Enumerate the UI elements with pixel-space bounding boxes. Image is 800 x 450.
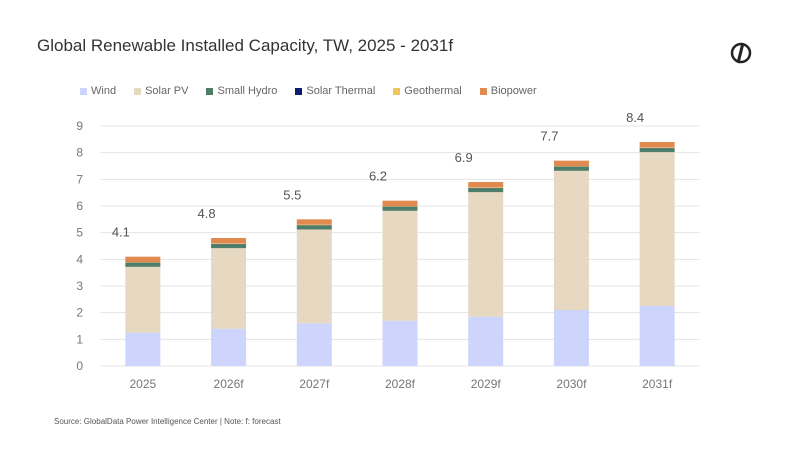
bar-segment-biopower	[125, 256, 161, 262]
legend-swatch	[393, 87, 401, 95]
legend-label: Small Hydro	[217, 85, 278, 97]
bar-segment-geothermal	[639, 147, 675, 148]
bar-segment-wind	[382, 320, 418, 366]
legend-label: Wind	[91, 85, 117, 97]
y-tick-label: 0	[76, 359, 83, 373]
bar-segment-wind	[468, 316, 504, 366]
bar-segment-biopower	[468, 182, 504, 188]
legend-item: Solar Thermal	[295, 85, 375, 97]
y-tick-label: 1	[76, 332, 83, 346]
bar-segment-wind	[296, 323, 332, 366]
bar-segment-solar-pv	[468, 192, 504, 317]
y-tick-label: 7	[76, 172, 83, 186]
bar-segment-geothermal	[468, 187, 504, 188]
total-data-label: 4.8	[198, 206, 216, 221]
total-data-label: 8.4	[626, 110, 644, 125]
y-tick-label: 2	[76, 306, 83, 320]
legend-swatch	[295, 87, 303, 95]
chart-title: Global Renewable Installed Capacity, TW,…	[37, 36, 454, 55]
legend-item: Wind	[80, 85, 116, 97]
total-data-label: 6.2	[369, 169, 387, 184]
bar-segment-wind	[553, 310, 589, 366]
y-tick-label: 9	[76, 119, 83, 133]
y-tick-label: 3	[76, 279, 83, 293]
bar-segment-small-hydro	[468, 188, 504, 193]
source-note: Source: GlobalData Power Intelligence Ce…	[54, 417, 281, 426]
total-data-label: 5.5	[283, 187, 301, 202]
x-tick-label: 2030f	[556, 377, 587, 391]
bar-segment-solar-pv	[382, 210, 418, 321]
y-tick-label: 8	[76, 146, 83, 160]
bar-segment-biopower	[553, 160, 589, 166]
bar-segment-solar-pv	[296, 229, 332, 324]
x-tick-label: 2026f	[214, 377, 245, 391]
bar-segment-small-hydro	[296, 225, 332, 230]
bar-segment-solar-pv	[639, 152, 675, 306]
bar-segment-biopower	[296, 219, 332, 225]
bar-segment-small-hydro	[553, 166, 589, 171]
bar-segment-solar-pv	[125, 266, 161, 333]
bar-segment-geothermal	[211, 243, 247, 244]
bar-segment-geothermal	[296, 224, 332, 226]
bar-segment-small-hydro	[382, 206, 418, 211]
legend-item: Geothermal	[393, 85, 462, 97]
x-tick-label: 2025	[130, 377, 157, 391]
legend-label: Solar Thermal	[306, 85, 376, 97]
bar-segment-solar-pv	[211, 248, 247, 329]
x-tick-label: 2029f	[471, 377, 502, 391]
legend-item: Small Hydro	[206, 85, 277, 97]
legend-item: Biopower	[479, 85, 537, 97]
bar-segment-geothermal	[553, 166, 589, 167]
bar-segment-biopower	[382, 200, 418, 206]
y-tick-label: 4	[76, 252, 83, 266]
bar-segment-small-hydro	[211, 244, 247, 249]
legend-item: Solar PV	[134, 85, 188, 97]
total-data-label: 4.1	[112, 225, 130, 240]
bar-segment-biopower	[639, 142, 675, 148]
bar-segment-solar-pv	[553, 170, 589, 310]
y-tick-label: 5	[76, 226, 83, 240]
y-tick-label: 6	[76, 199, 83, 213]
legend-label: Solar PV	[145, 85, 189, 97]
legend-label: Biopower	[490, 85, 537, 97]
legend: Wind Solar PV Small Hydro Solar Thermal Geot…	[80, 85, 537, 97]
bar-segment-biopower	[211, 238, 247, 244]
x-tick-label: 2027f	[299, 377, 330, 391]
legend-swatch	[80, 87, 87, 95]
bar-segment-wind	[211, 328, 247, 366]
bar-segment-small-hydro	[639, 148, 675, 153]
bar-segment-small-hydro	[125, 262, 161, 267]
legend-label: Geothermal	[404, 85, 462, 97]
bar-segment-geothermal	[125, 262, 161, 263]
x-tick-label: 2031f	[642, 377, 673, 391]
legend-swatch	[134, 87, 142, 95]
bar-segment-wind	[125, 332, 161, 366]
globaldata-logo-icon	[730, 42, 752, 64]
legend-swatch	[479, 87, 487, 95]
bar-segment-geothermal	[382, 206, 418, 207]
total-data-label: 6.9	[455, 150, 473, 165]
bar-segment-wind	[639, 306, 675, 366]
x-tick-label: 2028f	[385, 377, 416, 391]
legend-swatch	[206, 87, 214, 95]
total-data-label: 7.7	[540, 129, 558, 144]
